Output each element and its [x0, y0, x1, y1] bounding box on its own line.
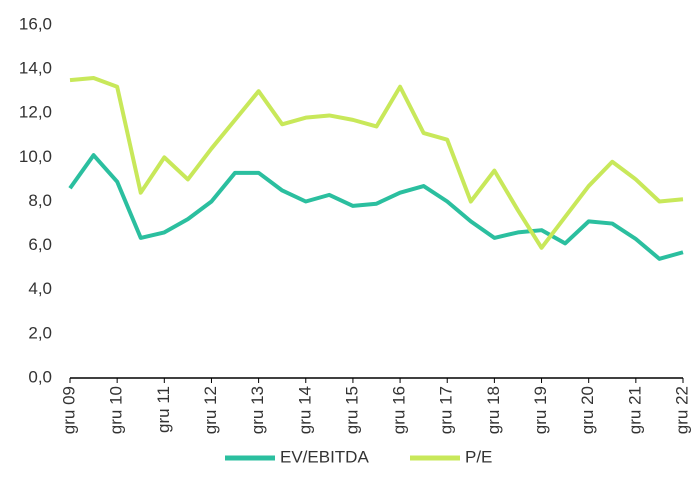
legend-label: EV/EBITDA	[280, 447, 369, 466]
y-tick-label: 0,0	[28, 367, 52, 386]
x-tick-label: gru 17	[437, 386, 456, 434]
x-tick-label: gru 12	[201, 386, 220, 434]
x-tick-label: gru 15	[342, 386, 361, 434]
x-tick-label: gru 11	[154, 386, 173, 433]
x-tick-label: gru 22	[672, 386, 691, 434]
y-tick-label: 2,0	[28, 323, 52, 342]
legend-label: P/E	[465, 447, 492, 466]
x-tick-label: gru 18	[484, 386, 503, 434]
series-line	[68, 153, 684, 261]
y-tick-label: 14,0	[19, 59, 52, 78]
series-line	[69, 75, 684, 250]
y-tick-label: 10,0	[19, 147, 52, 166]
x-tick-label: gru 10	[107, 386, 126, 434]
y-tick-label: 12,0	[19, 103, 52, 122]
y-tick-label: 8,0	[28, 191, 52, 210]
y-tick-label: 6,0	[28, 235, 52, 254]
x-tick-label: gru 14	[295, 386, 314, 434]
x-tick-label: gru 21	[625, 386, 644, 434]
x-tick-label: gru 09	[59, 386, 78, 434]
x-tick-label: gru 19	[531, 386, 550, 434]
y-tick-label: 4,0	[28, 279, 52, 298]
x-tick-label: gru 20	[578, 386, 597, 434]
y-tick-label: 16,0	[19, 14, 52, 33]
x-tick-label: gru 16	[390, 386, 409, 434]
x-tick-label: gru 13	[248, 386, 267, 434]
